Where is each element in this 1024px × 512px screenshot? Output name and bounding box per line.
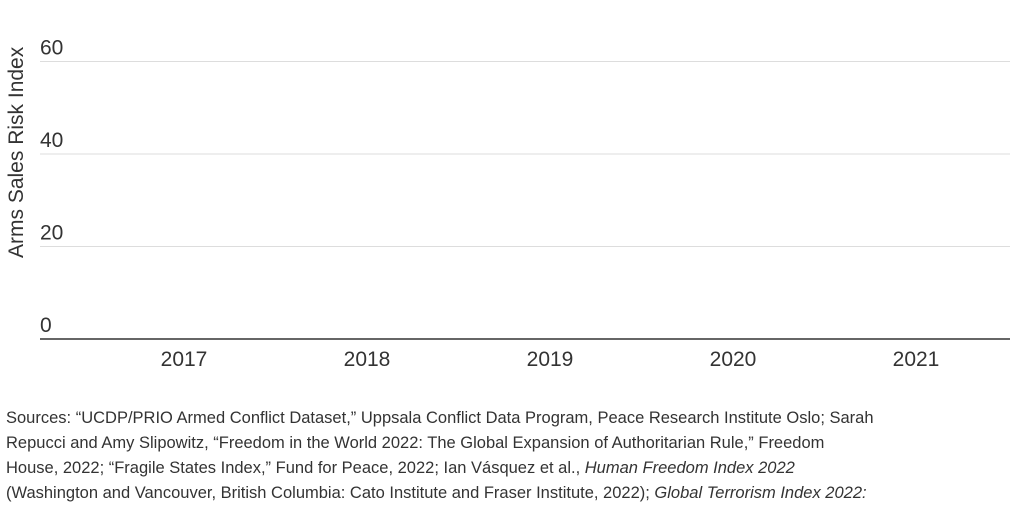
gridlines <box>40 61 1010 247</box>
source-line: Sources: “UCDP/PRIO Armed Conflict Datas… <box>6 406 1022 431</box>
x-tick-label: 2021 <box>893 348 940 371</box>
y-axis-ticks: 0 20 40 60 <box>40 37 63 338</box>
y-tick-label: 40 <box>40 129 63 152</box>
source-title: Global Terrorism Index 2022: <box>654 484 867 502</box>
source-text: (Washington and Vancouver, British Colum… <box>6 484 655 502</box>
source-line: Repucci and Amy Slipowitz, “Freedom in t… <box>6 431 1022 456</box>
source-text: Sources: “UCDP/PRIO Armed Conflict Datas… <box>6 409 874 427</box>
source-title: Human Freedom Index 2022 <box>584 459 795 477</box>
x-axis-ticks: 2017 2018 2019 2020 2021 <box>161 348 940 371</box>
y-tick-label: 60 <box>40 37 63 60</box>
x-tick-label: 2020 <box>710 348 757 371</box>
x-tick-label: 2018 <box>344 348 391 371</box>
source-text: House, 2022; “Fragile States Index,” Fun… <box>6 459 585 477</box>
source-note: Sources: “UCDP/PRIO Armed Conflict Datas… <box>6 406 1022 506</box>
x-tick-label: 2019 <box>527 348 574 371</box>
source-text: Repucci and Amy Slipowitz, “Freedom in t… <box>6 434 825 452</box>
source-line: House, 2022; “Fragile States Index,” Fun… <box>6 456 1022 481</box>
y-tick-label: 0 <box>40 314 52 337</box>
chart: 0 20 40 60 2017 2018 2019 2020 2021 Arms Sales … <box>5 37 1010 371</box>
y-axis-label: Arms Sales Risk Index <box>5 46 28 258</box>
source-line: (Washington and Vancouver, British Colum… <box>6 481 1022 506</box>
y-tick-label: 20 <box>40 222 63 245</box>
x-tick-label: 2017 <box>161 348 208 371</box>
